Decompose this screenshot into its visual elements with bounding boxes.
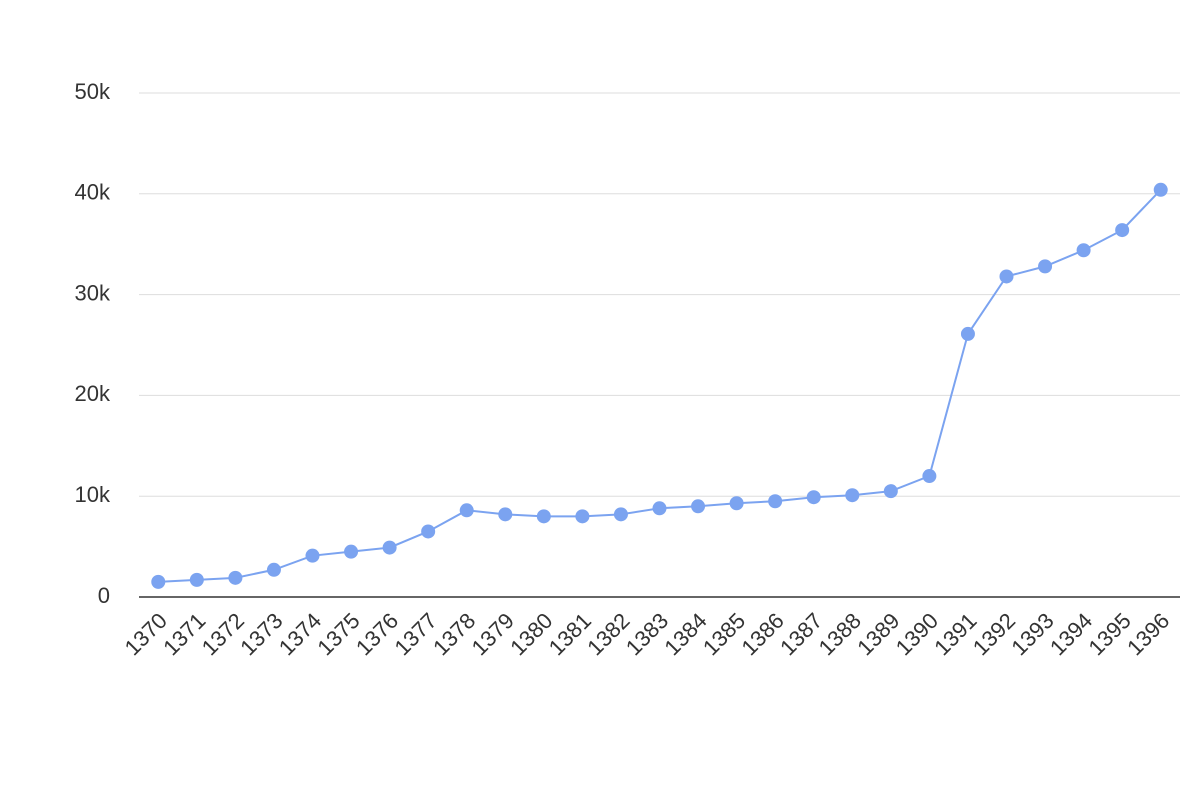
point [1076, 243, 1091, 258]
x-tick-label: 1388 [814, 608, 866, 660]
point [613, 507, 628, 522]
x-tick-label: 1396 [1122, 608, 1174, 660]
x-tick-label: 1370 [120, 608, 172, 660]
point [228, 570, 243, 585]
y-tick-label: 10k [75, 482, 111, 507]
x-tick-label: 1390 [891, 608, 943, 660]
point [729, 496, 744, 511]
x-tick-label: 1381 [544, 608, 596, 660]
x-tick-label: 1389 [852, 608, 904, 660]
x-tick-label: 1386 [737, 608, 789, 660]
point [151, 574, 166, 589]
point [652, 501, 667, 516]
point [883, 484, 898, 499]
point [1115, 223, 1130, 238]
x-tick-label: 1382 [582, 608, 634, 660]
x-tick-label: 1387 [775, 608, 827, 660]
x-tick-label: 1383 [621, 608, 673, 660]
point [999, 269, 1014, 284]
point [382, 540, 397, 555]
x-tick-label: 1374 [274, 608, 326, 660]
point [960, 326, 975, 341]
point [922, 469, 937, 484]
x-tick-label: 1372 [197, 608, 249, 660]
point [305, 548, 320, 563]
x-tick-label: 1385 [698, 608, 750, 660]
x-tick-label: 1392 [968, 608, 1020, 660]
x-tick-label: 1384 [659, 608, 711, 660]
x-tick-label: 1371 [158, 608, 210, 660]
y-tick-label: 30k [75, 280, 111, 305]
point [536, 509, 551, 524]
x-tick-label: 1393 [1006, 608, 1058, 660]
point [459, 503, 474, 518]
x-tick-label: 1378 [428, 608, 480, 660]
x-tick-label: 1380 [505, 608, 557, 660]
y-tick-label: 50k [75, 79, 111, 104]
x-tick-label: 1377 [390, 608, 442, 660]
point [266, 562, 281, 577]
x-tick-label: 1379 [467, 608, 519, 660]
x-tick-label: 1376 [351, 608, 403, 660]
x-tick-label: 1395 [1084, 608, 1136, 660]
point [344, 544, 359, 559]
point [575, 509, 590, 524]
point [691, 499, 706, 514]
point [421, 524, 436, 539]
y-tick-label: 20k [75, 381, 111, 406]
point [1038, 259, 1053, 274]
line [158, 189, 1162, 583]
point [806, 490, 821, 505]
point [845, 488, 860, 503]
point [189, 572, 204, 587]
y-tick-label: 40k [75, 180, 111, 205]
x-tick-label: 1394 [1045, 608, 1097, 660]
x-tick-label: 1391 [929, 608, 981, 660]
x-tick-label: 1373 [235, 608, 287, 660]
point [498, 507, 513, 522]
x-tick-label: 1375 [312, 608, 364, 660]
point [1153, 182, 1168, 197]
y-tick-label: 0 [98, 583, 110, 608]
point [768, 494, 783, 509]
